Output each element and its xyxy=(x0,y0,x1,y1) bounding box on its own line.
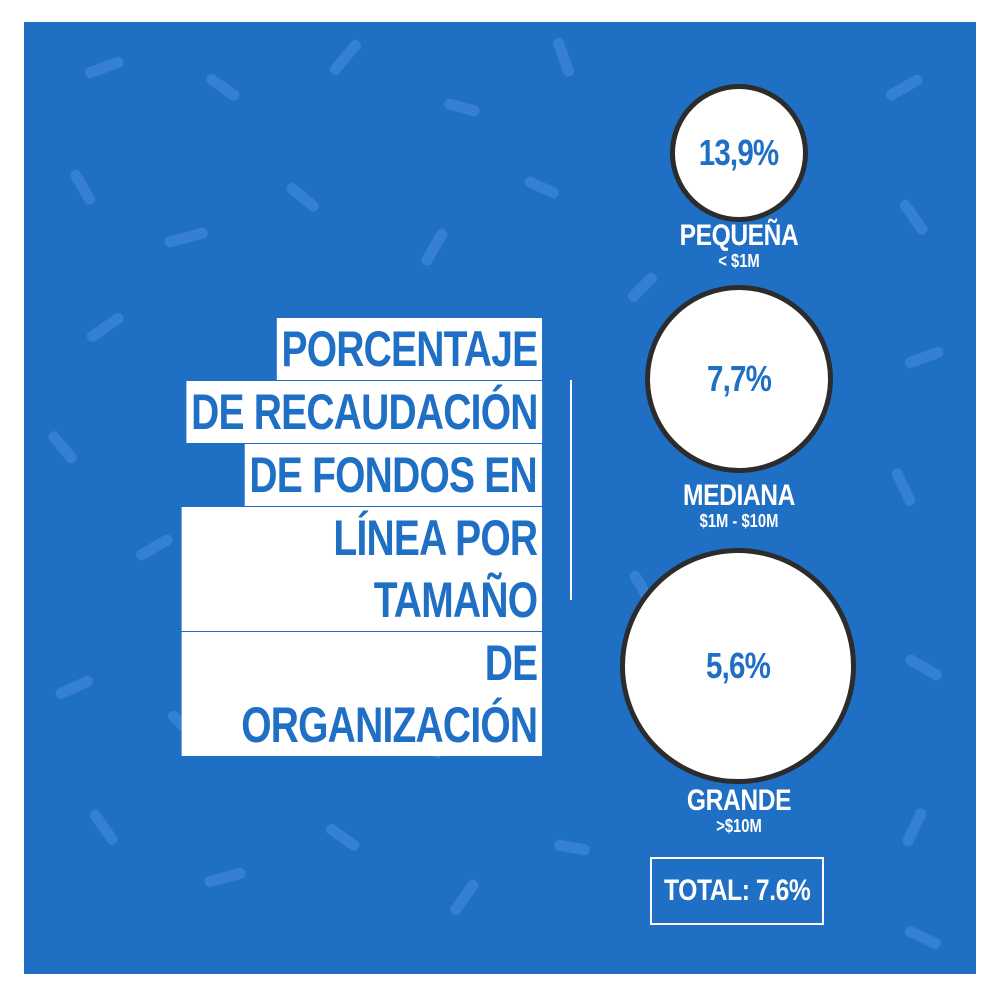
title-line-2: DE RECAUDACIÓN xyxy=(186,381,542,443)
medium-org-range: $1M - $10M xyxy=(699,511,779,531)
large-org-circle: 5,6% xyxy=(620,548,856,784)
total-box: TOTAL: 7.6% xyxy=(650,857,824,925)
title-line-3: DE FONDOS EN xyxy=(245,444,542,506)
vertical-divider xyxy=(570,380,572,600)
large-org-range: >$10M xyxy=(716,816,762,836)
large-org-name: GRANDE xyxy=(686,784,792,817)
total-value: TOTAL: 7.6% xyxy=(663,874,811,907)
title-line-1: PORCENTAJE xyxy=(276,318,542,380)
medium-org-name: MEDIANA xyxy=(683,479,795,512)
large-org-value: 5,6% xyxy=(705,645,771,686)
small-org-range: < $1M xyxy=(718,251,760,271)
medium-org-circle: 7,7% xyxy=(645,285,833,473)
infographic-title: PORCENTAJE DE RECAUDACIÓN DE FONDOS EN L… xyxy=(80,318,542,757)
small-org-name: PEQUEÑA xyxy=(679,219,799,252)
large-org-label: GRANDE >$10M xyxy=(657,784,821,836)
small-org-circle: 13,9% xyxy=(670,84,808,222)
title-line-5: DE ORGANIZACIÓN xyxy=(181,632,542,756)
medium-org-label: MEDIANA $1M - $10M xyxy=(657,479,821,531)
title-line-4: LÍNEA POR TAMAÑO xyxy=(181,507,542,631)
small-org-value: 13,9% xyxy=(699,132,779,173)
small-org-label: PEQUEÑA < $1M xyxy=(657,219,821,271)
medium-org-value: 7,7% xyxy=(706,358,772,399)
